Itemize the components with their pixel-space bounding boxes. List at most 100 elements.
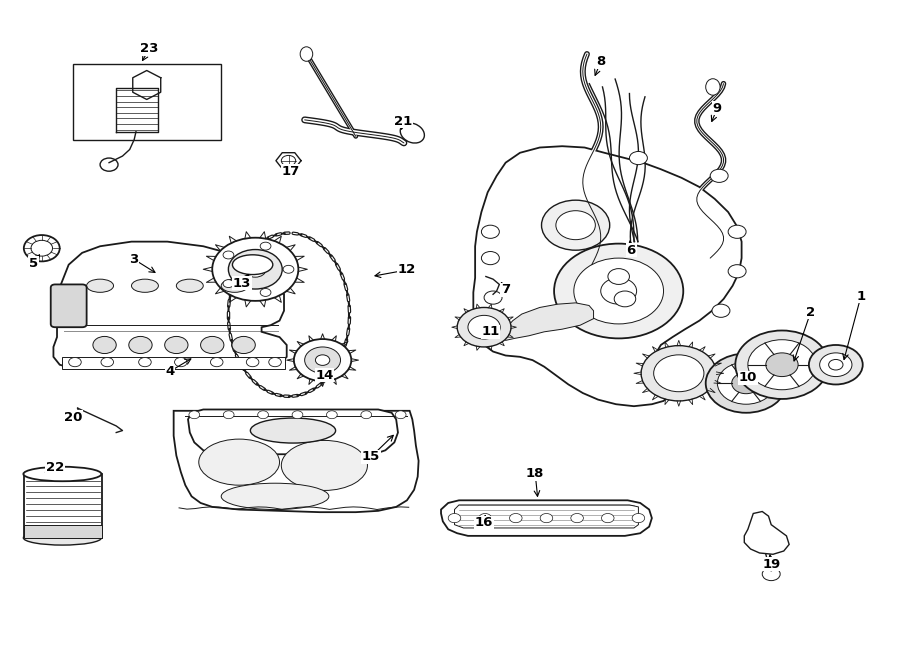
Circle shape <box>448 514 461 523</box>
Circle shape <box>571 514 583 523</box>
Circle shape <box>361 410 372 418</box>
Polygon shape <box>502 303 594 340</box>
Circle shape <box>315 355 329 366</box>
Circle shape <box>223 410 234 418</box>
Circle shape <box>706 354 787 412</box>
Circle shape <box>395 410 406 418</box>
Polygon shape <box>778 355 809 379</box>
Circle shape <box>175 358 187 367</box>
Circle shape <box>189 410 200 418</box>
Circle shape <box>232 336 256 354</box>
Circle shape <box>304 347 340 373</box>
Circle shape <box>257 410 268 418</box>
Text: 6: 6 <box>626 244 636 256</box>
Polygon shape <box>53 242 287 369</box>
Circle shape <box>540 514 553 523</box>
Circle shape <box>614 291 635 307</box>
Circle shape <box>327 410 338 418</box>
Circle shape <box>712 304 730 317</box>
Circle shape <box>735 330 829 399</box>
FancyBboxPatch shape <box>50 284 86 327</box>
Ellipse shape <box>221 279 248 292</box>
Ellipse shape <box>221 483 328 510</box>
Circle shape <box>201 336 224 354</box>
Circle shape <box>608 268 629 284</box>
Circle shape <box>247 358 259 367</box>
Circle shape <box>260 242 271 250</box>
Circle shape <box>601 514 614 523</box>
Circle shape <box>717 362 775 405</box>
Circle shape <box>728 225 746 239</box>
Circle shape <box>479 514 491 523</box>
Circle shape <box>542 200 609 251</box>
Ellipse shape <box>23 467 102 481</box>
Circle shape <box>212 238 299 301</box>
Polygon shape <box>23 474 102 538</box>
Ellipse shape <box>400 123 425 143</box>
Circle shape <box>93 336 116 354</box>
Text: 16: 16 <box>475 516 493 529</box>
Text: 8: 8 <box>596 56 606 69</box>
Circle shape <box>211 358 223 367</box>
Text: 3: 3 <box>130 253 139 266</box>
Text: 17: 17 <box>281 165 300 178</box>
Text: 14: 14 <box>315 369 334 382</box>
Text: 19: 19 <box>762 558 780 570</box>
Text: 1: 1 <box>857 290 866 303</box>
Ellipse shape <box>131 279 158 292</box>
Circle shape <box>766 353 798 377</box>
Text: 11: 11 <box>482 325 500 338</box>
Circle shape <box>292 410 303 418</box>
Circle shape <box>574 258 663 324</box>
Ellipse shape <box>301 47 312 61</box>
Circle shape <box>23 235 59 261</box>
Circle shape <box>294 339 351 381</box>
Circle shape <box>809 345 863 385</box>
Ellipse shape <box>250 418 336 443</box>
Text: 5: 5 <box>29 257 39 270</box>
Ellipse shape <box>86 279 113 292</box>
Bar <box>62 357 285 369</box>
Circle shape <box>482 252 500 264</box>
Text: 7: 7 <box>501 283 510 296</box>
Circle shape <box>710 169 728 182</box>
Circle shape <box>260 288 271 296</box>
Ellipse shape <box>176 279 203 292</box>
Circle shape <box>229 250 283 289</box>
Text: 15: 15 <box>362 450 380 463</box>
Circle shape <box>457 307 511 347</box>
Circle shape <box>554 244 683 338</box>
Circle shape <box>223 280 234 288</box>
Text: 20: 20 <box>64 411 83 424</box>
Circle shape <box>732 373 760 394</box>
Polygon shape <box>744 512 789 555</box>
Circle shape <box>748 340 816 390</box>
Circle shape <box>68 358 81 367</box>
Circle shape <box>129 336 152 354</box>
Ellipse shape <box>199 439 280 485</box>
Text: 4: 4 <box>166 365 175 378</box>
Bar <box>73 64 221 139</box>
Text: 21: 21 <box>394 115 412 128</box>
Polygon shape <box>441 500 652 536</box>
Circle shape <box>509 514 522 523</box>
Text: 9: 9 <box>713 102 722 114</box>
Ellipse shape <box>23 531 102 545</box>
Circle shape <box>269 358 282 367</box>
Circle shape <box>284 265 294 273</box>
Text: 23: 23 <box>140 42 158 56</box>
Circle shape <box>556 211 596 240</box>
Circle shape <box>165 336 188 354</box>
Text: 2: 2 <box>806 305 815 319</box>
Circle shape <box>653 355 704 392</box>
Text: 18: 18 <box>526 467 544 481</box>
Text: 22: 22 <box>46 461 64 474</box>
Polygon shape <box>188 409 398 454</box>
Ellipse shape <box>282 440 367 490</box>
Circle shape <box>820 353 852 377</box>
Circle shape <box>728 264 746 278</box>
Bar <box>23 525 102 538</box>
Circle shape <box>101 358 113 367</box>
Circle shape <box>641 346 716 401</box>
Ellipse shape <box>232 254 273 274</box>
